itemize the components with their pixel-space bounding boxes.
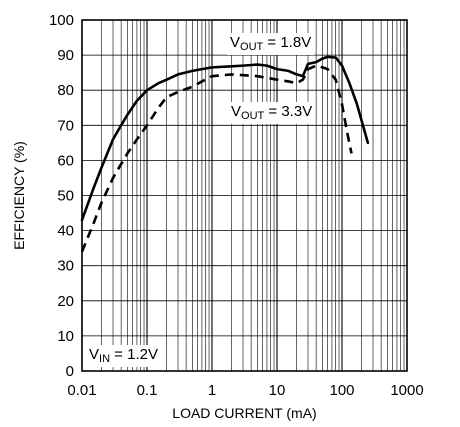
- y-tick-label: 40: [57, 223, 74, 240]
- x-tick-label: 0.01: [67, 382, 96, 399]
- plot-frame: [81, 19, 408, 372]
- svg-text:VOUT = 1.8V: VOUT = 1.8V: [230, 34, 311, 53]
- x-tick-label: 10: [269, 382, 286, 399]
- annotation-vout-1-8v: VOUT = 1.8V: [227, 33, 315, 55]
- y-tick-labels: 0 10 20 30 40 50 60 70 80 90 100: [49, 12, 74, 380]
- x-tick-label: 100: [329, 382, 354, 399]
- x-axis-label: LOAD CURRENT (mA): [172, 405, 316, 421]
- x-tick-label: 1000: [390, 382, 423, 399]
- y-tick-label: 0: [66, 363, 74, 380]
- x-tick-label: 1: [208, 382, 216, 399]
- y-tick-label: 10: [57, 328, 74, 345]
- y-axis-label: EFFICIENCY (%): [11, 141, 27, 250]
- annotation-vout2-sub: OUT: [241, 110, 265, 122]
- svg-text:VOUT = 3.3V: VOUT = 3.3V: [231, 103, 312, 122]
- y-tick-label: 20: [57, 293, 74, 310]
- annotation-vout2-rest: = 3.3V: [264, 103, 312, 120]
- annotation-vin-sub: IN: [99, 353, 110, 365]
- annotation-vin-rest: = 1.2V: [110, 346, 158, 363]
- x-tick-labels: 0.01 0.1 1 10 100 1000: [67, 382, 423, 399]
- annotation-vout2-main: V: [231, 103, 241, 120]
- y-tick-label: 100: [49, 12, 74, 29]
- x-tick-label: 0.1: [137, 382, 158, 399]
- y-tick-label: 80: [57, 82, 74, 99]
- annotation-vout1-sub: OUT: [240, 41, 264, 53]
- grid: [81, 19, 407, 372]
- series-line-solid: [80, 55, 370, 222]
- annotation-vout1-main: V: [230, 34, 240, 51]
- y-tick-label: 90: [57, 47, 74, 64]
- y-tick-label: 30: [57, 258, 74, 275]
- annotation-vout1-rest: = 1.8V: [263, 34, 311, 51]
- annotation-vin-main: V: [89, 346, 99, 363]
- annotation-vin: VIN = 1.2V: [86, 345, 161, 367]
- annotation-vout-3-3v: VOUT = 3.3V: [228, 102, 316, 124]
- y-tick-label: 60: [57, 152, 74, 169]
- svg-text:VIN = 1.2V: VIN = 1.2V: [89, 346, 158, 365]
- y-tick-label: 70: [57, 117, 74, 134]
- series-group: [80, 55, 370, 253]
- y-tick-label: 50: [57, 188, 74, 205]
- series-line-dashed: [80, 64, 353, 253]
